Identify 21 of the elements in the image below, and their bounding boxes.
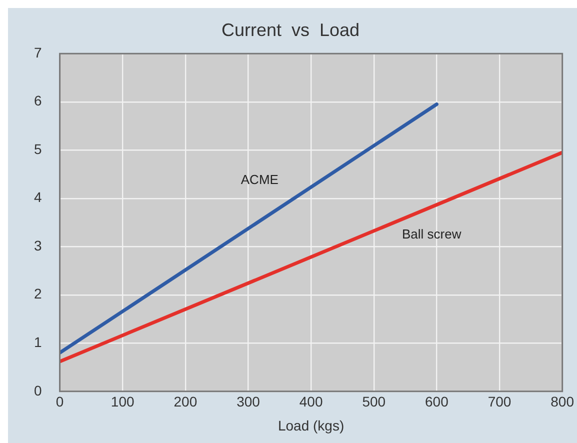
x-tick-label: 200 — [174, 394, 198, 410]
y-tick-label: 7 — [34, 44, 42, 60]
x-tick-label: 700 — [488, 394, 512, 410]
y-tick-label: 6 — [34, 92, 42, 109]
y-tick-label: 5 — [34, 140, 42, 157]
series-label: ACME — [240, 172, 279, 187]
y-tick-label: 4 — [34, 189, 42, 206]
x-tick-label: 800 — [550, 394, 574, 410]
x-axis-title: Load (kgs) — [278, 417, 344, 434]
y-tick-label: 3 — [34, 237, 42, 254]
y-tick-label: 1 — [34, 334, 42, 350]
x-tick-label: 500 — [362, 394, 386, 410]
x-tick-label: 100 — [110, 394, 134, 410]
x-tick-label: 0 — [56, 394, 64, 410]
y-tick-label: 0 — [34, 382, 42, 398]
x-tick-label: 300 — [236, 394, 260, 410]
x-tick-label: 400 — [299, 394, 323, 410]
y-tick-label: 2 — [34, 286, 42, 302]
series-label: Ball screw — [402, 226, 462, 242]
x-tick-label: 600 — [425, 394, 449, 410]
chart-title: Current vs Load — [221, 20, 360, 40]
